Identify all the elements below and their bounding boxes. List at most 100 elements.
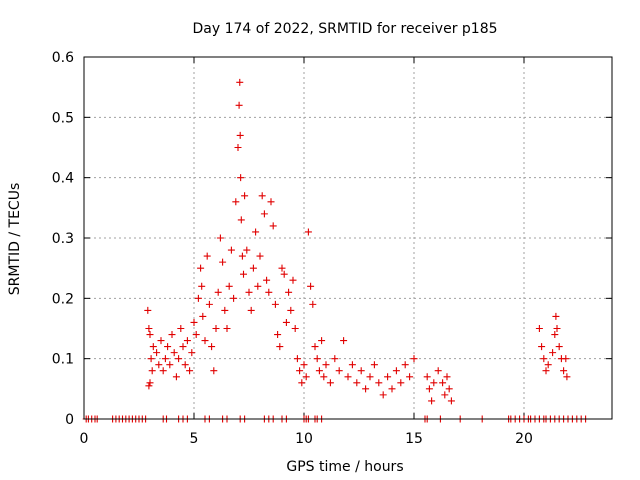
- data-point: [190, 318, 198, 326]
- data-point: [344, 373, 352, 381]
- data-point: [291, 325, 299, 332]
- data-point: [170, 349, 178, 357]
- data-point: [201, 337, 209, 345]
- data-point: [263, 276, 271, 284]
- data-point: [331, 355, 339, 363]
- data-point: [252, 228, 260, 236]
- data-point: [285, 288, 293, 296]
- data-point: [194, 294, 202, 302]
- data-point: [353, 379, 361, 387]
- data-point: [410, 355, 418, 363]
- data-point: [145, 325, 153, 332]
- data-point: [555, 343, 563, 351]
- data-point: [164, 343, 172, 351]
- data-point: [186, 367, 194, 375]
- x-tick-label: 10: [295, 431, 313, 447]
- data-point: [256, 252, 264, 260]
- data-point: [278, 264, 286, 272]
- data-point: [307, 282, 315, 290]
- y-tick-label: 0.2: [52, 291, 74, 307]
- data-point: [265, 288, 273, 296]
- data-point: [245, 288, 253, 296]
- data-point: [234, 144, 242, 151]
- data-point: [179, 343, 187, 351]
- data-point: [236, 131, 244, 139]
- data-point: [146, 331, 154, 339]
- data-point: [145, 382, 153, 390]
- data-point: [370, 361, 378, 369]
- data-point: [237, 216, 245, 224]
- chart-title: Day 174 of 2022, SRMTID for receiver p18…: [192, 21, 497, 37]
- data-point: [535, 325, 543, 332]
- data-point: [223, 325, 231, 332]
- data-point: [392, 367, 400, 375]
- data-point: [175, 355, 183, 363]
- data-point: [315, 367, 323, 375]
- data-point: [560, 367, 568, 375]
- data-point: [340, 337, 348, 345]
- data-point: [397, 379, 405, 387]
- data-point: [366, 373, 374, 381]
- data-point: [296, 367, 304, 375]
- x-tick-label: 5: [190, 431, 199, 447]
- data-point: [276, 343, 284, 351]
- data-point: [221, 306, 229, 314]
- data-point: [379, 391, 387, 399]
- data-point: [280, 270, 288, 278]
- data-point: [249, 264, 257, 272]
- data-point: [157, 337, 165, 345]
- data-point: [318, 337, 326, 345]
- y-tick-label: 0.4: [52, 171, 74, 187]
- data-point: [289, 276, 297, 284]
- data-point: [146, 379, 154, 387]
- data-point: [445, 385, 453, 393]
- data-point: [159, 367, 167, 375]
- data-point: [282, 318, 290, 326]
- data-point: [406, 373, 414, 381]
- data-point: [357, 367, 365, 375]
- data-point: [148, 367, 156, 375]
- y-tick-label: 0: [65, 412, 74, 428]
- data-point: [439, 379, 447, 387]
- data-point: [205, 300, 213, 308]
- data-point: [153, 349, 161, 357]
- data-point: [181, 361, 189, 369]
- data-point: [304, 228, 312, 236]
- data-points: [144, 78, 571, 405]
- data-point: [149, 343, 157, 351]
- data-point: [212, 325, 220, 332]
- plot-frame: [83, 56, 613, 420]
- data-point: [441, 391, 449, 399]
- data-point: [430, 379, 438, 387]
- x-tick-label: 20: [515, 431, 533, 447]
- data-point: [552, 312, 560, 320]
- y-tick-label: 0.6: [52, 50, 74, 66]
- data-point: [216, 234, 224, 242]
- data-point: [335, 367, 343, 375]
- y-tick-label: 0.5: [52, 110, 74, 126]
- data-point: [188, 349, 196, 357]
- data-point: [258, 192, 266, 200]
- data-point: [254, 282, 262, 290]
- data-point: [241, 192, 249, 200]
- data-point: [260, 210, 268, 218]
- data-point: [540, 355, 548, 363]
- data-point: [320, 373, 328, 381]
- data-point: [271, 300, 279, 308]
- data-point: [172, 373, 180, 381]
- data-point: [562, 355, 570, 363]
- axis-ticks: 0 0.1 0.2 0.3 0.4 0.5 0.6 0 5 10 15 20: [52, 50, 612, 447]
- data-point: [168, 331, 176, 339]
- data-point: [192, 331, 200, 339]
- x-axis-label: GPS time / hours: [286, 459, 403, 475]
- data-point: [177, 325, 185, 332]
- data-point: [269, 222, 277, 230]
- data-point: [309, 300, 317, 308]
- data-point: [155, 361, 163, 369]
- grid-lines: [84, 57, 612, 419]
- data-point: [425, 385, 433, 393]
- data-point: [322, 361, 330, 369]
- data-point: [144, 306, 152, 314]
- data-point: [313, 355, 321, 363]
- data-point: [237, 174, 245, 182]
